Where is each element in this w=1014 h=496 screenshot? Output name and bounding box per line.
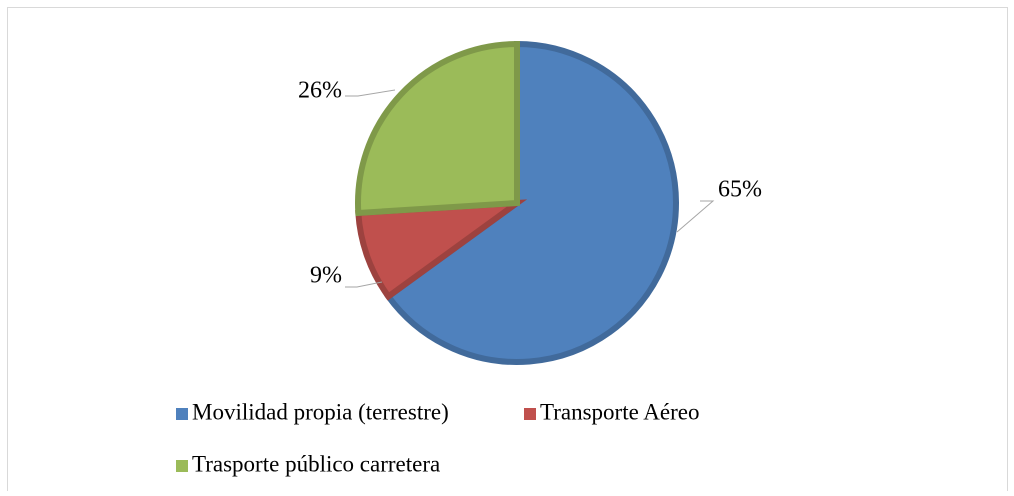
data-label: 26% <box>298 78 342 104</box>
leader-line <box>676 200 715 233</box>
legend-label: Transporte Aéreo <box>540 399 699 424</box>
data-label: 9% <box>310 263 342 289</box>
legend-swatch <box>524 408 536 420</box>
legend-swatch <box>176 460 188 472</box>
data-label: 65% <box>718 177 762 203</box>
leader-line <box>345 89 396 97</box>
legend-swatch <box>176 408 188 420</box>
legend-label: Trasporte público carretera <box>192 451 440 476</box>
pie-slice <box>384 40 679 365</box>
pie-slice <box>355 40 520 217</box>
leader-line <box>345 281 383 288</box>
chart-frame <box>7 7 1008 496</box>
legend-label: Movilidad propia (terrestre) <box>192 399 449 424</box>
